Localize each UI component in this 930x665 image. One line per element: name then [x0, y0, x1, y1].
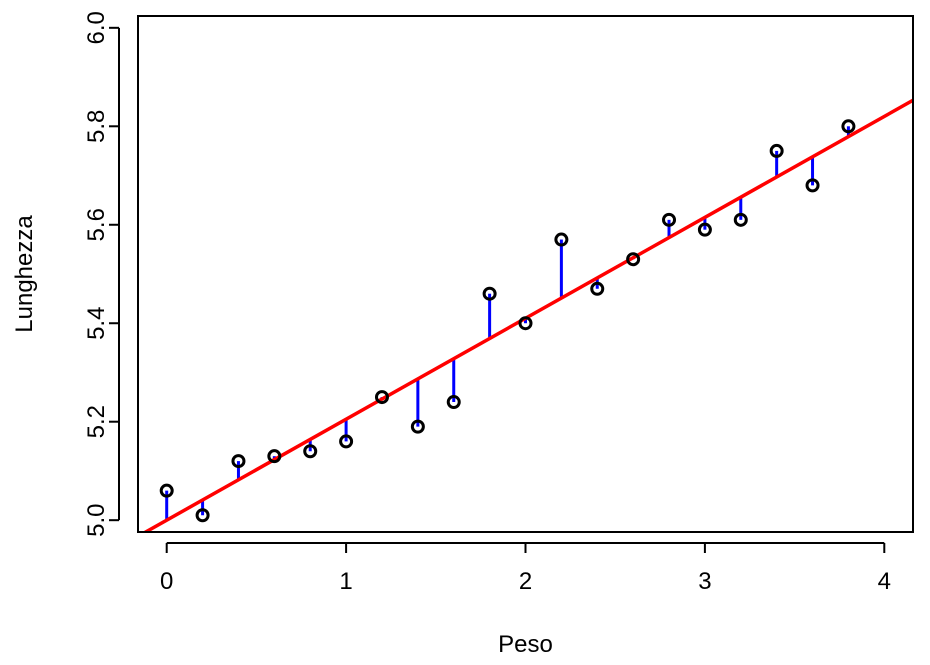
data-point [482, 286, 497, 301]
x-tick-label: 2 [519, 568, 532, 595]
y-tick-label: 6.0 [83, 11, 110, 44]
plot-frame [137, 15, 914, 533]
data-point [841, 119, 856, 134]
data-point [303, 444, 318, 459]
data-point [662, 212, 677, 227]
y-tick-label: 5.0 [83, 503, 110, 536]
axes: 0 1 2 3 4 5.0 5.2 5.4 5.6 5.8 6.0 [83, 11, 891, 595]
x-tick-label: 0 [160, 568, 173, 595]
data-point [410, 419, 425, 434]
x-tick-label: 1 [339, 568, 352, 595]
data-point [518, 316, 533, 331]
data-point [626, 252, 641, 267]
data-point [195, 508, 210, 523]
data-point [805, 178, 820, 193]
y-axis-title: Lunghezza [11, 215, 38, 333]
data-point [554, 232, 569, 247]
x-tick-label: 3 [698, 568, 711, 595]
data-point [446, 395, 461, 410]
data-point [697, 222, 712, 237]
data-point [267, 449, 282, 464]
plot-area [142, 98, 913, 532]
data-point [159, 483, 174, 498]
x-tick-label: 4 [878, 568, 891, 595]
data-point [339, 434, 354, 449]
y-tick-label: 5.6 [83, 208, 110, 241]
data-point [769, 143, 784, 158]
y-tick-label: 5.8 [83, 110, 110, 143]
data-point [374, 390, 389, 405]
y-tick-label: 5.4 [83, 307, 110, 340]
x-axis-title: Peso [498, 631, 553, 658]
y-tick-label: 5.2 [83, 405, 110, 438]
data-point [231, 454, 246, 469]
data-point [590, 281, 605, 296]
data-point [733, 212, 748, 227]
